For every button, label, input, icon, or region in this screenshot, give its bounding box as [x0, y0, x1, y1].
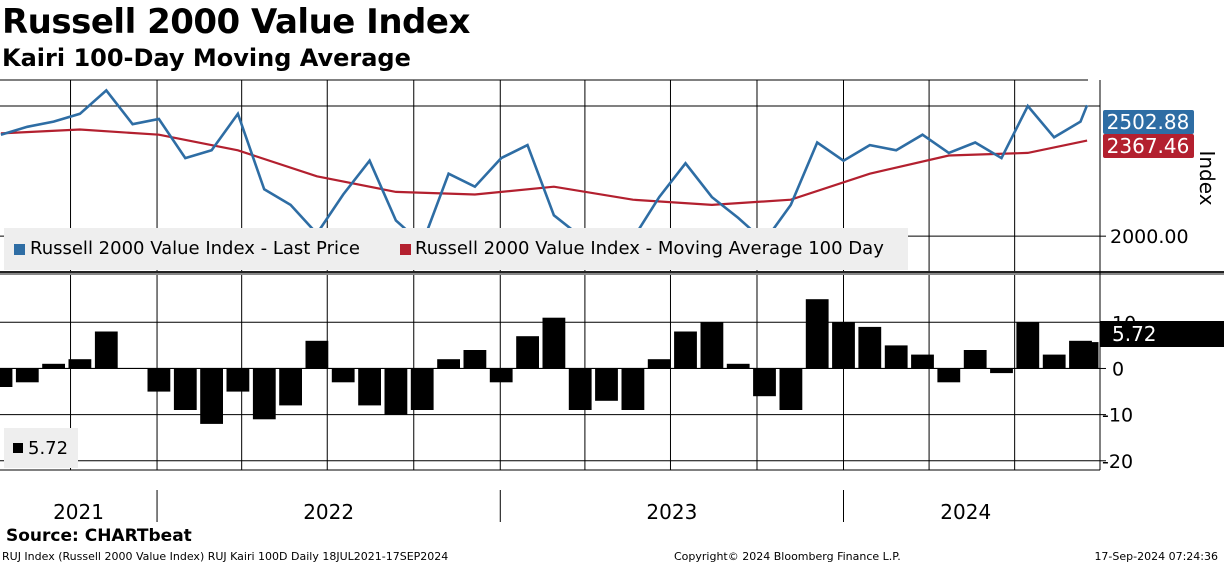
source-note: Source: CHARTbeat: [6, 526, 192, 546]
price-legend-swatch: [14, 244, 25, 255]
upper-legend: Russell 2000 Value Index - Last Price Ru…: [4, 228, 908, 270]
footer-timestamp: 17-Sep-2024 07:24:36: [1094, 550, 1218, 563]
lower-legend: 5.72: [4, 428, 78, 468]
kairi-bar: [384, 368, 408, 415]
kairi-bar: [595, 368, 618, 401]
kairi-bar: [489, 368, 513, 383]
footer-description: RUJ Index (Russell 2000 Value Index) RUJ…: [2, 550, 449, 563]
moving-average-line: [0, 128, 1088, 207]
ma-last-value: 2367.46: [1107, 134, 1190, 158]
x-tick-label: 2024: [940, 500, 991, 524]
kairi-bar: [542, 317, 566, 369]
kairi-bar: [94, 331, 118, 369]
kairi-last-value: 5.72: [1112, 322, 1157, 346]
kairi-bar: [0, 368, 13, 387]
kairi-bar: [990, 368, 1013, 374]
kairi-bar: [252, 368, 276, 420]
kairi-bar: [963, 350, 987, 369]
kairi-bar: [305, 340, 329, 369]
kairi-bar: [621, 368, 645, 410]
kairi-bar: [647, 359, 671, 369]
kairi-bar: [15, 368, 39, 383]
kairi-bar: [1016, 322, 1040, 369]
kairi-bar: [147, 368, 171, 392]
kairi-bar: [463, 350, 487, 369]
kairi-bar: [1075, 342, 1099, 369]
kairi-bars: [0, 299, 1099, 424]
kairi-last-value-tag: 5.72: [1100, 321, 1224, 347]
kairi-bar: [911, 354, 934, 369]
kairi-bar: [437, 359, 460, 369]
kairi-bar: [753, 368, 776, 397]
kairi-bar: [858, 326, 882, 369]
y-tick-label: 2000.00: [1110, 226, 1189, 248]
kairi-bar: [331, 368, 355, 383]
kairi-bar: [779, 368, 803, 410]
y-tick-label: -20: [1102, 451, 1133, 473]
kairi-bar: [68, 359, 92, 369]
kairi-bar: [516, 336, 539, 369]
upper-panel: [0, 88, 1089, 247]
kairi-bar: [173, 368, 197, 410]
kairi-bar: [805, 299, 829, 369]
kairi-bar: [42, 363, 65, 369]
kairi-bar: [200, 368, 223, 424]
price-line: [0, 88, 1089, 247]
price-legend-label: Russell 2000 Value Index - Last Price: [30, 238, 360, 259]
chart-subtitle: Kairi 100-Day Moving Average: [2, 44, 411, 72]
kairi-bar: [884, 345, 908, 369]
kairi-bar: [568, 368, 592, 410]
kairi-bar: [410, 368, 434, 410]
kairi-bar: [832, 322, 855, 369]
kairi-legend-label: 5.72: [28, 438, 69, 459]
price-last-value: 2502.88: [1107, 110, 1190, 134]
footer-copyright: Copyright© 2024 Bloomberg Finance L.P.: [674, 550, 901, 563]
kairi-legend-swatch: [13, 443, 23, 453]
x-tick-label: 2022: [303, 500, 354, 524]
kairi-bar: [937, 368, 961, 383]
panel-divider: [0, 271, 1224, 275]
x-tick-label: 2021: [53, 500, 104, 524]
kairi-bar: [279, 368, 302, 406]
kairi-bar: [700, 322, 724, 369]
chart-title: Russell 2000 Value Index: [2, 2, 470, 42]
kairi-bar: [726, 363, 750, 369]
kairi-bar: [674, 331, 697, 369]
y-tick-label: -10: [1102, 405, 1133, 427]
y-tick-label: 0: [1112, 358, 1124, 380]
y-axis-label: Index: [1195, 150, 1219, 205]
ma-last-value-tag: 2367.46: [1103, 134, 1194, 158]
kairi-bar: [358, 368, 381, 406]
x-tick-label: 2023: [646, 500, 697, 524]
ma-legend-label: Russell 2000 Value Index - Moving Averag…: [415, 238, 884, 259]
kairi-bar: [226, 368, 250, 392]
kairi-bar: [1042, 354, 1066, 369]
ma-legend-swatch: [400, 244, 411, 255]
price-last-value-tag: 2502.88: [1103, 110, 1194, 134]
